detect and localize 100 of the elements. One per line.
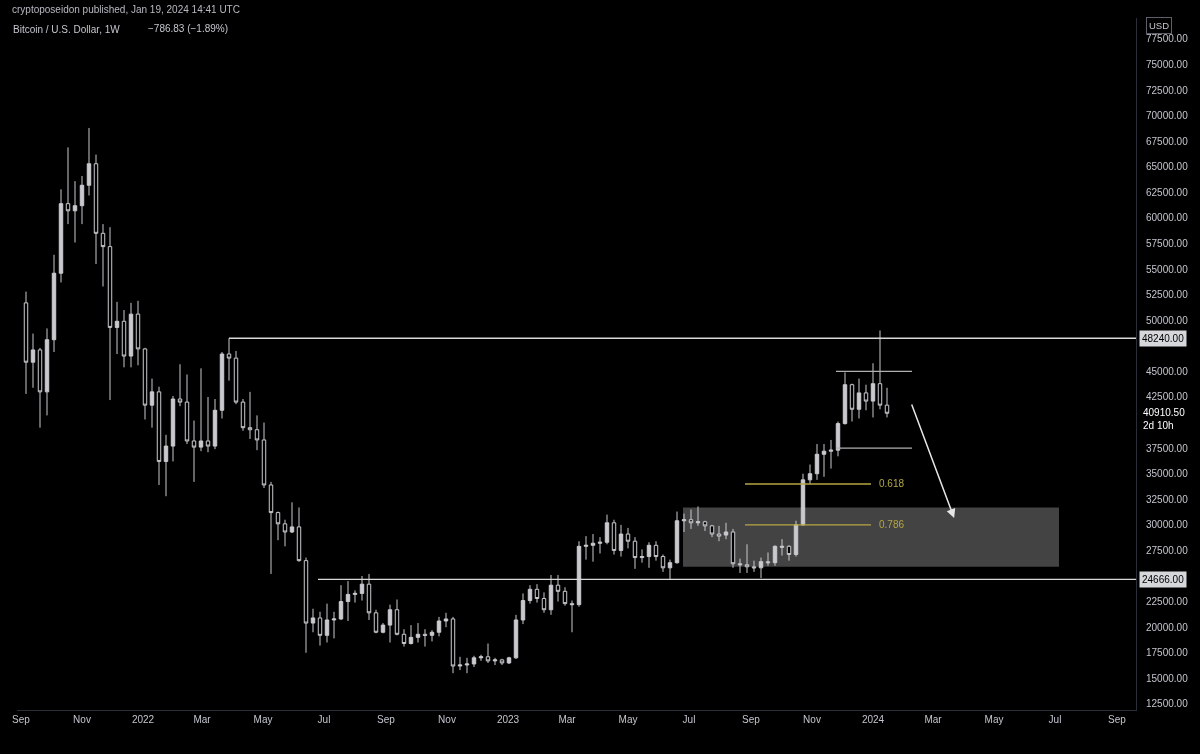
candlestick <box>163 434 169 497</box>
candlestick <box>219 351 225 419</box>
candlestick <box>597 536 603 554</box>
x-tick-label: Mar <box>924 714 943 725</box>
x-tick-label: Nov <box>803 714 821 725</box>
y-tick-label: 37500.00 <box>1146 442 1189 454</box>
candlestick <box>156 386 162 486</box>
candlestick <box>198 367 204 452</box>
candlestick <box>44 327 50 416</box>
candlestick <box>660 554 666 573</box>
x-tick-label: Jul <box>1048 714 1062 725</box>
candlestick <box>520 592 526 625</box>
candlestick <box>625 527 631 549</box>
candlestick <box>765 551 771 567</box>
candlestick <box>387 604 393 643</box>
candlestick <box>786 544 792 562</box>
x-tick-label: 2022 <box>131 714 155 725</box>
x-tick-label: May <box>984 714 1004 725</box>
y-tick-label: 70000.00 <box>1146 110 1189 122</box>
y-tick-label: 77500.00 <box>1146 33 1189 45</box>
candlestick <box>856 378 862 419</box>
y-tick-label: 67500.00 <box>1146 135 1189 147</box>
candlestick <box>807 464 813 485</box>
y-tick-label: 22500.00 <box>1146 596 1189 608</box>
candlestick <box>821 443 827 478</box>
candlestick <box>506 656 512 665</box>
candlestick <box>177 363 183 407</box>
candlestick <box>688 509 694 530</box>
candlestick <box>541 591 547 614</box>
candlestick <box>142 347 148 420</box>
text: 40910.50 2d 10h <box>1143 407 1186 431</box>
candlestick <box>261 422 267 489</box>
candlestick <box>744 543 750 574</box>
y-tick-label: 45000.00 <box>1146 365 1189 377</box>
candlestick <box>51 254 57 353</box>
x-tick-label: Sep <box>377 714 396 725</box>
candlestick <box>793 520 799 558</box>
x-tick-label: May <box>618 714 638 725</box>
candlestick <box>835 421 841 457</box>
candlestick <box>751 560 757 573</box>
candlestick <box>695 505 701 527</box>
candlestick <box>422 628 428 648</box>
candlestick <box>58 188 64 283</box>
candlestick <box>23 291 29 395</box>
candlestick <box>576 540 582 608</box>
candlestick <box>240 398 246 432</box>
candlestick <box>443 612 449 628</box>
y-tick-label: 32500.00 <box>1146 493 1189 505</box>
y-tick-label: 50000.00 <box>1146 314 1189 326</box>
candlestick <box>121 309 127 368</box>
annotation: 48240.00 <box>1142 333 1185 344</box>
candlestick <box>632 536 638 570</box>
candlestick <box>772 544 778 567</box>
x-tick-label: Mar <box>558 714 577 725</box>
y-tick-label: 42500.00 <box>1146 391 1189 403</box>
candlestick <box>37 347 43 429</box>
candlestick <box>436 616 442 637</box>
candlestick <box>135 300 141 366</box>
candlestick <box>674 511 680 565</box>
candlestick <box>86 127 92 196</box>
x-tick-label: Jul <box>682 714 696 725</box>
text: USD <box>1149 20 1170 31</box>
y-tick-label: 52500.00 <box>1146 289 1189 301</box>
candlestick <box>296 506 302 563</box>
candlestick <box>639 548 645 564</box>
text: cryptoposeidon published, Jan 19, 2024 14:41 UTC <box>12 4 240 15</box>
candlestick <box>408 624 414 646</box>
candlestick <box>345 580 351 622</box>
candlestick <box>646 541 652 569</box>
candlestick <box>394 599 400 636</box>
x-tick-label: 2024 <box>861 714 885 725</box>
candlestick <box>590 533 596 563</box>
y-tick-label: 65000.00 <box>1146 161 1189 173</box>
candlestick <box>464 657 470 674</box>
candlestick <box>562 586 568 607</box>
candlestick <box>93 154 99 265</box>
candlestick <box>828 439 834 470</box>
y-tick-label: 60000.00 <box>1146 212 1189 224</box>
text: −786.83 (−1.89%) <box>148 23 229 34</box>
candlestick <box>359 575 365 602</box>
candlestick <box>667 559 673 580</box>
x-tick-label: Nov <box>438 714 456 725</box>
candlestick <box>275 511 281 541</box>
y-tick-label: 15000.00 <box>1146 672 1189 684</box>
candlestick <box>72 180 78 244</box>
candlestick <box>205 396 211 453</box>
candlestick <box>485 643 491 664</box>
text: Bitcoin / U.S. Dollar, 1W <box>13 23 121 35</box>
y-tick-label: 12500.00 <box>1146 698 1189 710</box>
candlestick <box>611 519 617 556</box>
candlestick <box>723 522 729 540</box>
candlestick <box>730 528 736 569</box>
candlestick <box>555 574 561 603</box>
candlestick <box>842 371 848 426</box>
candlestick <box>366 573 372 621</box>
x-tick-label: Sep <box>742 714 761 725</box>
candlestick <box>303 557 309 654</box>
x-tick-label: 2023 <box>496 714 520 725</box>
candlestick <box>149 378 155 429</box>
y-tick-label: 17500.00 <box>1146 647 1189 659</box>
